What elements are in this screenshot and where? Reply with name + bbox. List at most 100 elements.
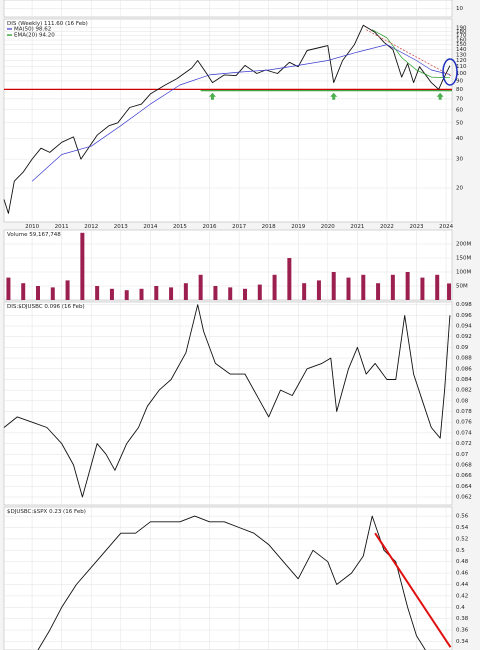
- volume-bar: [50, 287, 55, 300]
- volume-bar: [287, 258, 292, 300]
- x-tick-label: 2018: [262, 224, 276, 230]
- volume-bar: [169, 287, 174, 300]
- x-tick-label: 2020: [321, 224, 335, 230]
- volume-bar: [109, 288, 114, 300]
- y-tick-label: 0.062: [456, 494, 472, 500]
- x-tick-label: 2024: [439, 224, 453, 230]
- panel-title: DIS (Weekly) 111.60 (16 Feb): [7, 21, 88, 27]
- volume-bar: [80, 232, 85, 300]
- y-tick-label: 0.072: [456, 441, 472, 447]
- y-tick-label: 0.098: [456, 302, 472, 308]
- x-tick-label: 2023: [410, 224, 424, 230]
- y-tick-label: 50M: [456, 284, 468, 290]
- y-tick-label: 0.092: [456, 334, 472, 340]
- volume-bar: [390, 274, 395, 300]
- panel: [3, 229, 453, 301]
- y-tick-label: 0.52: [456, 536, 468, 542]
- x-tick-label: 2016: [203, 224, 217, 230]
- y-tick-label: 80: [456, 87, 463, 93]
- y-tick-label: 0.088: [456, 356, 472, 362]
- volume-bar: [124, 290, 129, 300]
- y-tick-label: 120: [456, 58, 467, 64]
- series-line: [31, 44, 450, 182]
- volume-bar: [302, 283, 307, 300]
- y-tick-label: 0.064: [456, 484, 472, 490]
- y-tick-label: 0.42: [456, 593, 468, 599]
- support-arrow: [436, 92, 444, 100]
- volume-bar: [36, 286, 41, 300]
- series-line: [3, 304, 451, 498]
- y-tick-label: 100: [456, 71, 467, 77]
- y-tick-label: 10: [456, 6, 463, 12]
- y-tick-label: 0.46: [456, 571, 469, 577]
- y-tick-label: 160: [456, 38, 467, 44]
- y-tick-label: 70: [456, 96, 463, 102]
- y-tick-label: 200M: [456, 242, 471, 248]
- y-tick-label: 150M: [456, 256, 471, 262]
- volume-bar: [331, 272, 336, 300]
- panel-title: Volume 59,167,748: [7, 232, 61, 238]
- series-line: [37, 515, 426, 650]
- volume-bar: [346, 277, 351, 300]
- legend-label: EMA(20) 94.20: [14, 33, 55, 39]
- y-tick-label: 90: [456, 78, 463, 84]
- y-tick-label: 0.56: [456, 514, 469, 520]
- volume-bar: [447, 283, 452, 300]
- panel: [3, 506, 453, 650]
- volume-bar: [139, 288, 144, 300]
- y-tick-label: 100M: [456, 270, 471, 276]
- y-tick-label: 0.096: [456, 313, 472, 319]
- y-tick-label: 30: [456, 157, 463, 163]
- volume-bar: [228, 287, 233, 300]
- volume-bar: [183, 283, 188, 300]
- y-tick-label: 0.094: [456, 324, 472, 330]
- x-tick-label: 2021: [350, 224, 364, 230]
- volume-bar: [154, 286, 159, 300]
- x-tick-label: 2015: [173, 224, 187, 230]
- y-tick-label: 150: [456, 42, 467, 48]
- y-tick-label: 0.076: [456, 420, 472, 426]
- legend-label: MA(50) 98.62: [14, 27, 51, 33]
- trend-line: [374, 532, 452, 648]
- support-arrow: [330, 92, 338, 100]
- x-tick-label: 2017: [232, 224, 246, 230]
- y-tick-label: 0.084: [456, 377, 472, 383]
- x-tick-label: 2012: [84, 224, 98, 230]
- panel-title: DIS:$DJUSBC 0.096 (16 Feb): [7, 304, 85, 310]
- volume-bar: [65, 280, 70, 300]
- volume-bar: [95, 286, 100, 300]
- volume-bar: [198, 274, 203, 300]
- y-tick-label: 0.09: [456, 345, 469, 351]
- series-line: [3, 24, 451, 214]
- y-tick-label: 170: [456, 33, 467, 39]
- y-tick-label: 0.08: [456, 398, 469, 404]
- panel: [3, 301, 453, 506]
- y-tick-label: 0.44: [456, 582, 469, 588]
- x-tick-label: 2022: [380, 224, 394, 230]
- volume-bar: [213, 286, 218, 300]
- volume-bar: [420, 277, 425, 300]
- volume-bar: [21, 283, 26, 300]
- y-tick-label: 60: [456, 107, 463, 113]
- y-tick-label: 190: [456, 25, 467, 31]
- x-tick-label: 2019: [291, 224, 305, 230]
- y-tick-label: 0.086: [456, 366, 472, 372]
- y-tick-label: 0.34: [456, 639, 469, 645]
- support-arrow: [208, 92, 216, 100]
- panel-title: $DJUSBC:$SPX 0.23 (16 Feb): [7, 509, 86, 515]
- x-tick-label: 2014: [143, 224, 157, 230]
- y-tick-label: 0.07: [456, 452, 469, 458]
- x-tick-label: 2010: [25, 224, 39, 230]
- series-line: [372, 29, 450, 79]
- volume-bar: [6, 277, 11, 300]
- y-tick-label: 0.54: [456, 525, 469, 531]
- highlight-ellipse: [442, 58, 458, 86]
- y-tick-label: 140: [456, 47, 467, 53]
- volume-bar: [376, 283, 381, 300]
- y-tick-label: 50: [456, 120, 463, 126]
- x-tick-label: 2011: [55, 224, 69, 230]
- y-tick-label: 180: [456, 29, 467, 35]
- y-tick-label: 0.066: [456, 473, 472, 479]
- y-tick-label: 0.38: [456, 616, 469, 622]
- y-tick-label: 40: [456, 136, 463, 142]
